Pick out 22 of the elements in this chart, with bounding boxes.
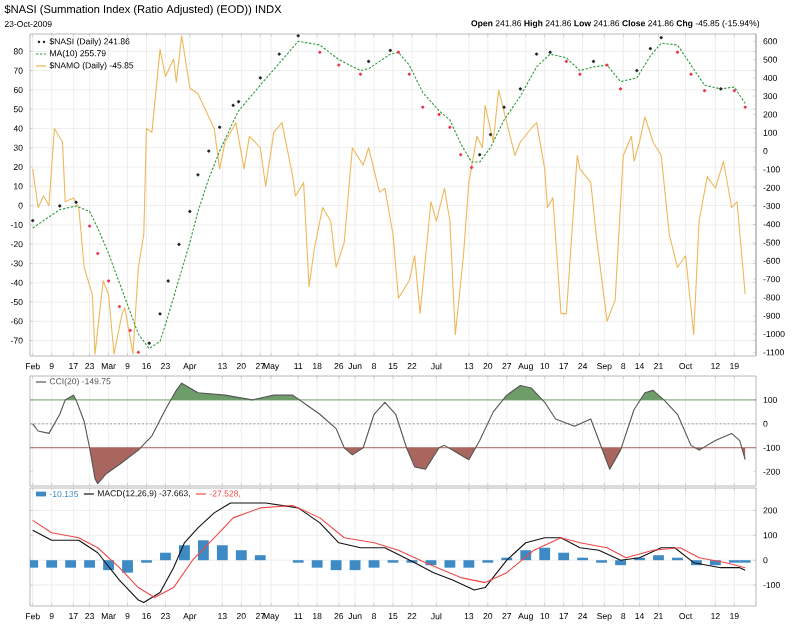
bar	[463, 560, 475, 568]
bar	[178, 545, 190, 561]
bar	[368, 560, 380, 568]
bar	[349, 560, 361, 571]
bar	[84, 560, 96, 568]
bar	[539, 547, 551, 561]
bar	[444, 560, 456, 568]
bar	[216, 545, 228, 561]
line-series	[32, 382, 746, 485]
bar	[330, 560, 342, 571]
bar	[122, 560, 133, 573]
bar	[160, 552, 171, 561]
bar	[30, 560, 39, 568]
bar	[46, 560, 58, 568]
bar	[558, 552, 570, 561]
bar	[615, 560, 626, 566]
bar	[254, 555, 266, 561]
bar	[235, 550, 247, 561]
bar	[197, 540, 209, 561]
bar	[653, 555, 664, 561]
bar	[311, 560, 323, 568]
bar	[65, 560, 77, 568]
